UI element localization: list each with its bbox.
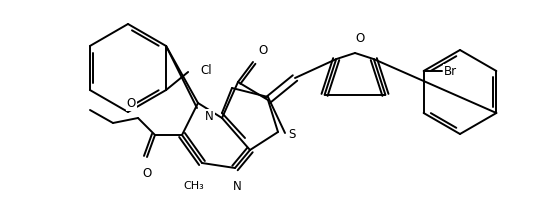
Text: CH₃: CH₃ — [183, 181, 204, 191]
Text: Br: Br — [444, 64, 456, 77]
Text: S: S — [288, 128, 295, 141]
Text: O: O — [258, 44, 267, 57]
Text: N: N — [205, 110, 214, 122]
Text: O: O — [127, 97, 136, 110]
Text: Cl: Cl — [200, 64, 212, 76]
Text: O: O — [142, 167, 152, 180]
Text: N: N — [233, 180, 242, 193]
Text: O: O — [355, 32, 365, 45]
